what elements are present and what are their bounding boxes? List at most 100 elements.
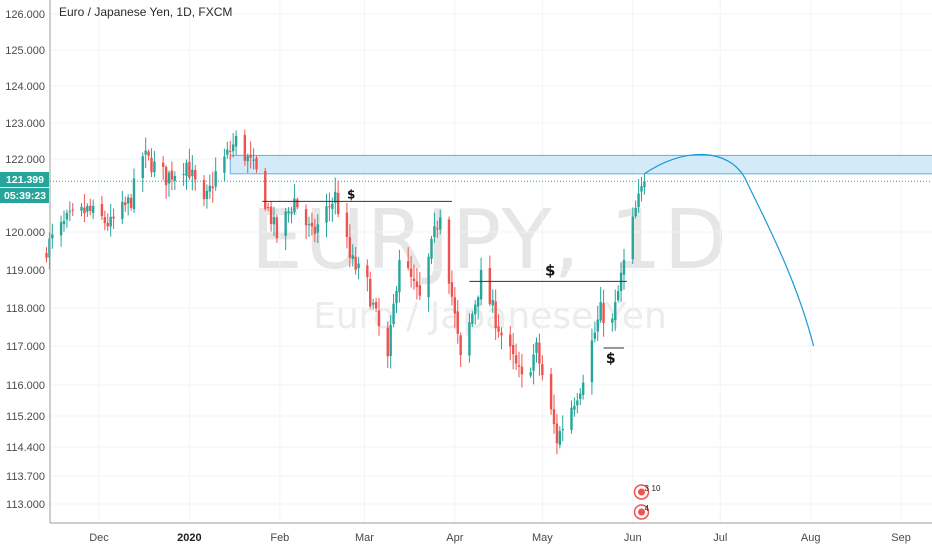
candle-body xyxy=(170,170,174,180)
candle-body xyxy=(509,334,512,347)
price-axis[interactable]: 126.000 125.000 124.000 123.000 122.000 120.0… xyxy=(5,9,45,511)
candle-body xyxy=(223,156,226,173)
candle-body xyxy=(398,260,401,293)
candle-body xyxy=(129,197,133,208)
candle-body xyxy=(611,318,614,323)
y-tick-label: 123.000 xyxy=(5,118,45,130)
candle-body xyxy=(71,209,74,211)
candle-body xyxy=(558,430,562,445)
y-tick-label: 119.000 xyxy=(6,265,45,277)
candle-body xyxy=(348,237,352,258)
last-price-marker: 121.399 05:39:23 xyxy=(0,172,49,203)
y-tick-label: 117.000 xyxy=(6,341,45,353)
candle-body xyxy=(447,219,451,284)
candle-body xyxy=(541,364,544,376)
candle-body xyxy=(561,429,564,431)
candle-body xyxy=(80,206,83,211)
candle-body xyxy=(640,186,643,192)
y-tick-label: 118.000 xyxy=(6,303,45,315)
resistance-zone-rect xyxy=(229,154,932,175)
candle-body xyxy=(124,202,127,206)
candle-body xyxy=(450,282,454,297)
candle-body xyxy=(272,217,276,225)
candle-body xyxy=(491,299,494,306)
candle-body xyxy=(185,162,188,176)
candles[interactable] xyxy=(45,129,646,455)
candle-body xyxy=(351,255,354,259)
candle-body xyxy=(517,365,521,367)
candle-body xyxy=(634,207,637,217)
candle-body xyxy=(51,234,54,239)
candle-body xyxy=(366,265,369,278)
candle-body xyxy=(418,285,422,296)
candle-body xyxy=(231,144,235,152)
candle-body xyxy=(331,203,334,209)
candle-body xyxy=(191,169,194,177)
candle-body xyxy=(622,260,626,275)
candle-body xyxy=(354,256,357,270)
candle-body xyxy=(89,205,92,211)
candle-body xyxy=(121,201,124,219)
resistance-zone[interactable] xyxy=(229,154,932,175)
candle-body xyxy=(471,313,474,325)
candle-body xyxy=(590,340,594,383)
candle-body xyxy=(494,301,497,329)
candle-body xyxy=(643,181,646,188)
y-tick-label: 124.000 xyxy=(5,81,45,93)
candle-body xyxy=(593,332,597,339)
candle-body xyxy=(226,149,229,155)
candle-body xyxy=(249,154,252,158)
candle-body xyxy=(474,304,477,315)
candle-body xyxy=(293,198,296,213)
candle-body xyxy=(150,157,153,173)
candle-body xyxy=(307,224,311,226)
candle-body xyxy=(334,191,337,203)
event-count: 4 xyxy=(645,504,650,513)
candle-body xyxy=(616,291,620,301)
y-tick-label: 114.400 xyxy=(6,442,45,454)
candle-body xyxy=(147,151,150,156)
events[interactable]: 3 10 4 xyxy=(633,484,661,520)
candle-body xyxy=(514,355,518,364)
time-axis[interactable]: Dec 2020 Feb Mar Apr May Jun Jul Aug Sep xyxy=(89,532,911,544)
y-tick-label: 125.000 xyxy=(5,45,45,57)
level-3-label: $ xyxy=(606,351,616,367)
candle-body xyxy=(229,150,232,152)
candle-body xyxy=(246,156,249,162)
candle-body xyxy=(144,150,147,155)
candle-body xyxy=(290,212,293,214)
candle-body xyxy=(161,162,165,167)
candle-body xyxy=(202,179,206,200)
candle-body xyxy=(313,226,317,234)
candle-body xyxy=(328,206,331,208)
candle-body xyxy=(59,222,63,236)
candle-body xyxy=(468,322,471,356)
drawings[interactable]: $ $ $ xyxy=(50,153,932,367)
candle-body xyxy=(266,207,270,209)
candle-body xyxy=(488,268,492,305)
level-2-label: $ xyxy=(545,261,555,279)
candle-body xyxy=(406,261,410,268)
candle-body xyxy=(296,199,299,208)
candle-body xyxy=(287,211,290,214)
candle-body xyxy=(153,161,156,173)
x-tick-label: Mar xyxy=(355,532,374,544)
candle-body xyxy=(581,382,585,395)
candle-body xyxy=(164,166,168,186)
candle-body xyxy=(459,335,462,356)
candle-body xyxy=(520,366,524,375)
candle-body xyxy=(252,159,255,161)
candle-body xyxy=(45,252,48,258)
candle-body xyxy=(264,170,267,209)
x-tick-label: Jun xyxy=(624,532,642,544)
candle-body xyxy=(555,423,559,444)
candle-body xyxy=(48,238,51,258)
candle-body xyxy=(269,206,273,225)
candle-body xyxy=(126,197,130,204)
event-extra: 10 xyxy=(652,484,661,493)
candle-body xyxy=(284,211,287,236)
candle-body xyxy=(325,206,328,223)
candle-body xyxy=(369,278,372,307)
